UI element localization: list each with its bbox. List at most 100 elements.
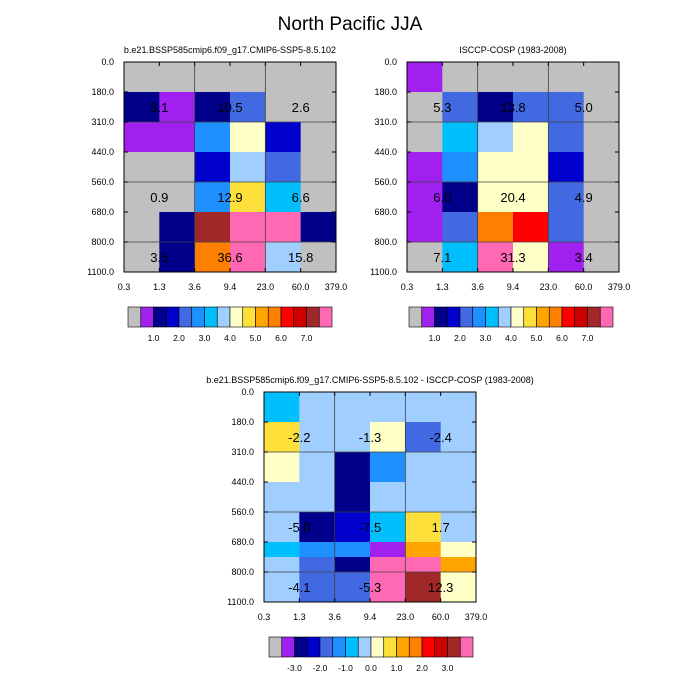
heatmap-cell [230,182,266,213]
x-tick-label: 60.0 [292,282,310,292]
heatmap-cell [583,242,620,273]
y-tick-label: 680.0 [374,207,397,217]
y-tick-label: 180.0 [231,417,254,427]
heatmap-cell [583,92,620,123]
colorbar-tick-label: 4.0 [224,333,236,343]
heatmap-cell [440,482,477,513]
value-label: 5.0 [575,100,593,115]
value-label: -2.4 [429,430,451,445]
colorbar-tick-label: -2.0 [313,663,328,673]
heatmap-cell [583,122,620,153]
y-tick-label: 310.0 [91,117,114,127]
colorbar-tick-label: 5.0 [250,333,262,343]
colorbar-box [140,306,154,328]
colorbar-box [548,306,563,328]
heatmap-cell [440,422,477,453]
colorbar-box [280,306,295,328]
heatmap-cell [124,62,160,93]
heatmap-cell [405,511,442,543]
heatmap-cell [477,212,514,243]
value-label: 13.8 [500,100,525,115]
heatmap-cell [300,92,337,123]
y-tick-label: 680.0 [91,207,114,217]
heatmap-cell [300,242,337,273]
value-label: -5.3 [359,580,381,595]
heatmap-cell [159,62,196,93]
heatmap-cell [264,571,300,603]
heatmap-cell [264,392,300,423]
heatmap-cell [230,92,266,123]
value-label: -5.0 [288,520,310,535]
heatmap-cell [442,212,479,243]
colorbar-tick-label: 3.0 [480,333,492,343]
heatmap-cell [405,422,442,453]
x-tick-label: 0.3 [401,282,414,292]
colorbar-tick-label: 2.0 [454,333,466,343]
heatmap-cell [159,242,196,273]
heatmap-cell [548,92,585,123]
heatmap-cell [124,242,160,273]
heatmap-cell [194,212,231,243]
heatmap-cell [442,122,479,153]
heatmap-cell [265,62,302,93]
heatmap-cell [407,62,443,93]
colorbar-box [229,306,244,328]
heatmap-cell [159,152,196,183]
y-tick-label: 800.0 [91,237,114,247]
heatmap-cell [264,422,300,453]
colorbar-tick-label: 4.0 [505,333,517,343]
heatmap-cell [477,182,514,213]
y-tick-label: 560.0 [231,507,254,517]
y-tick-label: 560.0 [374,177,397,187]
x-tick-label: 3.6 [471,282,484,292]
y-tick-label: 310.0 [374,117,397,127]
heatmap-cell [265,212,302,243]
colorbar-box [421,306,435,328]
heatmap-cell [194,182,231,213]
heatmap-cell [230,122,266,153]
value-label: 5.3 [433,100,451,115]
heatmap-cell [548,182,585,213]
heatmap-cell [230,62,266,93]
colorbar-box [472,306,486,328]
colorbar-box [370,636,385,658]
heatmap-cell [407,182,443,213]
x-tick-label: 23.0 [397,612,415,622]
colorbar-box [446,306,461,328]
colorbar-box [191,306,205,328]
heatmap-cell [407,152,443,183]
panel-difference: b.e21.BSSP585cmip6.f09_g17.CMIP6-SSP5-8.… [206,375,534,673]
heatmap-cell [405,392,442,423]
colorbar-box [204,306,218,328]
panel-title: ISCCP-COSP (1983-2008) [459,45,566,55]
colorbar-box [294,636,308,658]
heatmap-cell [264,511,300,543]
colorbar-box [293,306,307,328]
colorbar-tick-label: 3.0 [199,333,211,343]
heatmap-cell [440,511,477,543]
heatmap-cell [124,182,160,213]
colorbar-box [510,306,525,328]
heatmap-cell [264,542,300,558]
x-tick-label: 0.3 [118,282,131,292]
value-label: 20.4 [500,190,525,205]
colorbar-box [306,636,321,658]
heatmap-cell [407,92,443,123]
value-label: 4.9 [575,190,593,205]
value-label: -2.2 [288,430,310,445]
heatmap-cell [334,452,371,483]
heatmap-cell [548,122,585,153]
heatmap-cell [299,557,336,573]
heatmap-cell [194,242,231,273]
heatmap-cell [299,571,336,603]
value-label: 6.0 [433,190,451,205]
heatmap-cell [442,152,479,183]
heatmap-cell [440,557,477,573]
y-tick-label: 0.0 [101,57,114,67]
colorbar-box [165,306,180,328]
colorbar-box [421,636,436,658]
y-tick-label: 800.0 [374,237,397,247]
heatmap-cell [334,571,371,603]
heatmap-cell [405,542,442,558]
panel-isccp: ISCCP-COSP (1983-2008) 0.3 1.3 3.6 9.4 23.0 60… [370,45,630,343]
